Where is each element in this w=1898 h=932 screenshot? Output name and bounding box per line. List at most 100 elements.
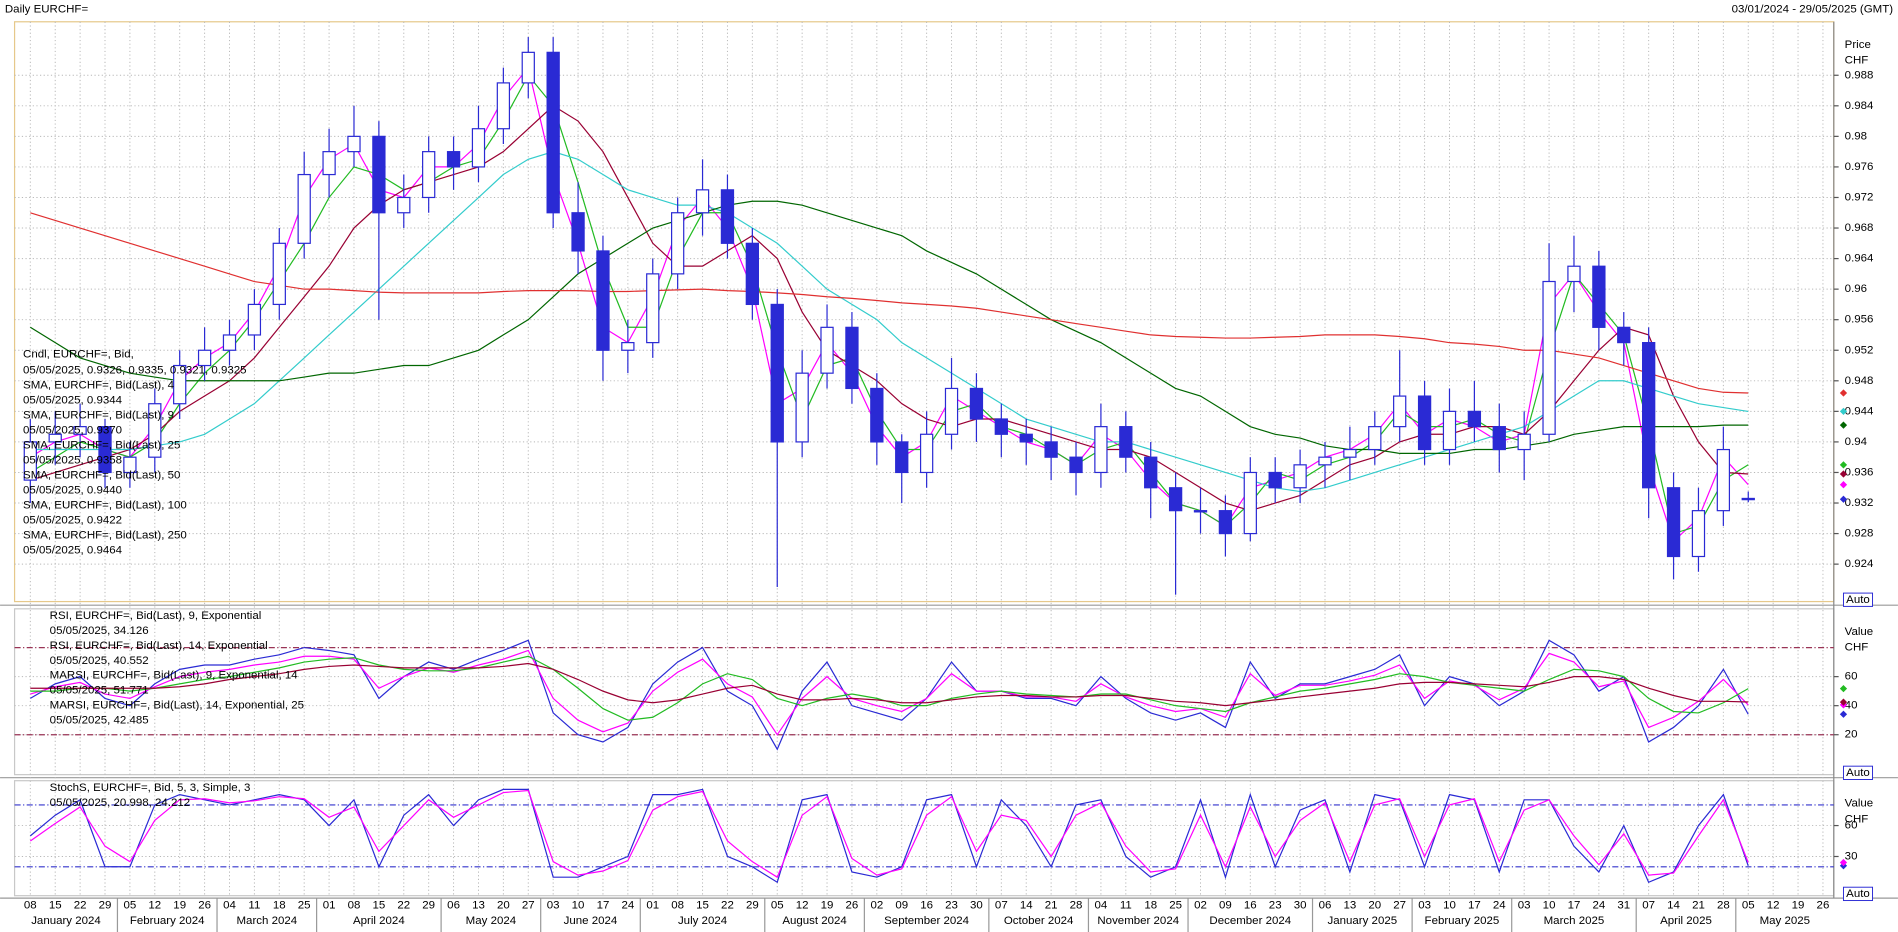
legend-title: StochS, EURCHF=, Bid, 5, 3, Simple, 3: [50, 782, 251, 794]
month-label: January 2024: [31, 915, 101, 927]
candle-body: [1666, 487, 1681, 558]
x-tick-label: 23: [1269, 899, 1282, 911]
axis-label: Value: [1845, 626, 1874, 638]
scale-button-label[interactable]: Auto: [1846, 594, 1870, 606]
candle-body: [1044, 441, 1058, 458]
scale-button[interactable]: [1842, 592, 1874, 607]
axis-label: CHF: [1845, 813, 1869, 825]
x-tick-label: 13: [1344, 899, 1357, 911]
scale-button[interactable]: [1842, 765, 1874, 780]
legend-entry: RSI, EURCHF=, Bid(Last), 14, Exponential: [50, 640, 268, 652]
x-tick-label: 26: [846, 899, 859, 911]
x-tick-label: 10: [572, 899, 585, 911]
axis-label: CHF: [1845, 55, 1869, 67]
y-tick-label: 0.936: [1845, 467, 1874, 479]
scale-button-label[interactable]: Auto: [1846, 888, 1870, 900]
y-tick-label: 0.976: [1845, 161, 1874, 173]
month-label: October 2024: [1004, 915, 1074, 927]
x-tick-label: 08: [348, 899, 361, 911]
candle-body: [1243, 471, 1257, 535]
candle-body: [173, 364, 187, 405]
candle-body: [1741, 497, 1755, 501]
last-value-marker: [1839, 389, 1848, 397]
x-tick-label: 08: [671, 899, 684, 911]
legend-value: 05/05/2025, 0.9422: [23, 515, 122, 527]
legend-entry: MARSI, EURCHF=, Bid(Last), 14, Exponenti…: [50, 699, 304, 711]
x-tick-label: 20: [497, 899, 510, 911]
candle-body: [1716, 448, 1731, 512]
x-tick-label: 30: [1294, 899, 1307, 911]
candle-body: [670, 212, 685, 275]
last-value-marker: [1839, 495, 1848, 503]
candle-body: [247, 303, 262, 336]
candle-body: [1193, 510, 1208, 513]
legend-entry: MARSI, EURCHF=, Bid(Last), 9, Exponentia…: [50, 670, 299, 682]
candle-body: [621, 342, 635, 351]
x-tick-label: 14: [1020, 899, 1033, 911]
y-tick-label: 0.988: [1845, 69, 1874, 81]
candle-body: [347, 135, 361, 153]
last-value-marker: [1839, 470, 1848, 478]
x-tick-label: 07: [995, 899, 1008, 911]
candle-body: [1617, 326, 1631, 344]
last-value-marker: [1839, 407, 1848, 415]
x-tick-label: 19: [173, 899, 186, 911]
series-line: [29, 789, 1749, 879]
y-tick-label: 0.952: [1845, 344, 1874, 356]
candle-body: [770, 303, 784, 443]
x-tick-label: 29: [99, 899, 112, 911]
y-tick-label: 0.94: [1845, 436, 1868, 448]
candle-body: [222, 334, 237, 351]
candle-body: [1417, 395, 1432, 451]
candle-body: [1268, 471, 1282, 489]
series-line: [30, 655, 1749, 721]
candle-body: [1343, 448, 1357, 458]
legend-value: 05/05/2025, 0.9326, 0.9335, 0.9321, 0.93…: [23, 364, 247, 376]
candle-body: [297, 173, 311, 244]
legend-value: 05/05/2025, 0.9440: [23, 485, 122, 497]
legend-value: 05/05/2025, 51.771: [50, 685, 149, 697]
candle-body: [1168, 487, 1183, 512]
x-tick-label: 13: [472, 899, 485, 911]
candle-body: [1368, 426, 1382, 451]
candle-body: [397, 196, 411, 214]
candle-body: [372, 135, 386, 214]
legend-value: 05/05/2025, 40.552: [50, 655, 149, 667]
x-tick-label: 15: [49, 899, 62, 911]
x-tick-label: 25: [298, 899, 311, 911]
candle-body: [870, 387, 884, 443]
candle-body: [1517, 433, 1531, 451]
candle-body: [422, 151, 436, 199]
x-tick-label: 03: [1518, 899, 1531, 911]
x-tick-label: 02: [870, 899, 883, 911]
x-tick-label: 04: [1095, 899, 1108, 911]
x-tick-label: 18: [1144, 899, 1157, 911]
x-tick-label: 26: [1817, 899, 1830, 911]
x-tick-label: 14: [1667, 899, 1680, 911]
x-tick-label: 28: [1070, 899, 1083, 911]
series-line: [30, 105, 1749, 512]
y-tick-label: 0.948: [1845, 375, 1874, 387]
y-tick-label: 60: [1845, 820, 1858, 832]
x-tick-label: 24: [1493, 899, 1506, 911]
month-label: August 2024: [782, 915, 847, 927]
candle-body: [1592, 265, 1606, 328]
candle-body: [845, 326, 859, 390]
candle-body: [720, 189, 735, 244]
series-line: [30, 212, 1749, 394]
x-tick-label: 06: [1319, 899, 1332, 911]
candle-body: [272, 242, 286, 306]
candle-body: [1119, 426, 1133, 458]
scale-button-label[interactable]: Auto: [1846, 767, 1870, 779]
x-tick-label: 05: [124, 899, 137, 911]
series-line: [30, 151, 1749, 493]
scale-button[interactable]: [1842, 886, 1874, 902]
candle-body: [1393, 395, 1407, 428]
candle-body: [1642, 342, 1656, 489]
candle-body: [1442, 410, 1457, 451]
x-tick-label: 19: [821, 899, 834, 911]
legend-entry: RSI, EURCHF=, Bid(Last), 9, Exponential: [50, 610, 262, 622]
